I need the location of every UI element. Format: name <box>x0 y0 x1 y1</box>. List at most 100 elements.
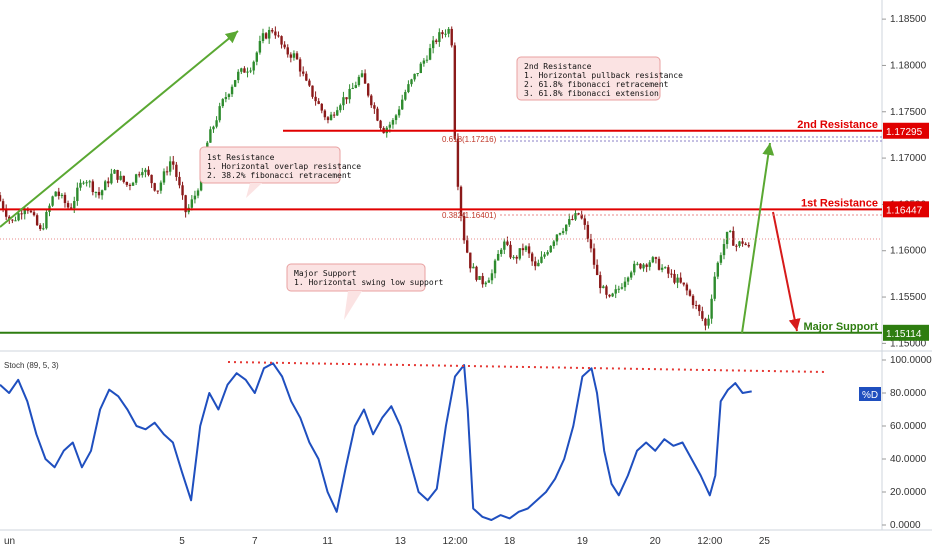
candle-body <box>620 287 624 289</box>
candle-body <box>212 126 215 130</box>
candle-body <box>691 295 695 306</box>
candle-body <box>339 105 342 111</box>
candle-body <box>305 73 308 81</box>
candle-body <box>302 71 305 74</box>
level-price-badge <box>883 324 929 341</box>
price-tick-label: 1.15500 <box>890 292 927 303</box>
candle-body <box>558 233 562 235</box>
candle-body <box>91 181 95 193</box>
candle-body <box>413 73 416 80</box>
candle-body <box>431 40 435 49</box>
candle-body <box>345 97 348 100</box>
stoch-tick-label: 60.0000 <box>890 421 927 432</box>
candle-body <box>156 190 159 192</box>
level-name: Major Support <box>803 321 878 333</box>
svg-text:2. 38.2% fibonacci retracement: 2. 38.2% fibonacci retracement <box>207 171 352 180</box>
candle-body <box>11 219 14 221</box>
candle-body <box>738 241 741 247</box>
candle-body <box>76 187 79 202</box>
candle-body <box>35 215 39 226</box>
candle-body <box>685 284 689 291</box>
candle-body <box>221 99 224 107</box>
candle-body <box>589 238 593 249</box>
candle-body <box>555 234 559 242</box>
candle-body <box>119 175 122 180</box>
candle-body <box>172 161 175 165</box>
levels-group: 2nd Resistance 1.17295 1st Resistance 1.164… <box>0 119 929 341</box>
time-tick-label: 12:00 <box>697 536 722 547</box>
candle-body <box>524 246 528 251</box>
stoch-series <box>0 362 752 521</box>
candle-body <box>23 209 26 215</box>
candle-body <box>397 109 401 116</box>
stoch-title: Stoch (89, 5, 3) <box>4 361 59 370</box>
candle-body <box>744 243 747 246</box>
red-target-arrow <box>772 211 801 332</box>
candle-body <box>162 171 166 183</box>
candle-body <box>713 276 716 299</box>
candle-body <box>673 273 676 283</box>
candle-body <box>255 52 259 62</box>
candle-body <box>506 241 509 245</box>
candle-body <box>243 68 246 73</box>
price-tick-label: 1.18000 <box>890 60 927 71</box>
candle-body <box>419 63 422 74</box>
candle-body <box>128 184 132 186</box>
candle-body <box>326 117 330 121</box>
candle-body <box>274 31 277 36</box>
candle-body <box>252 61 255 71</box>
candle-body <box>363 73 367 84</box>
candle-body <box>100 190 104 196</box>
candle-body <box>496 253 500 261</box>
candle-body <box>323 110 327 118</box>
candle-body <box>394 115 398 121</box>
candle-body <box>527 246 531 254</box>
stoch-dotted-line <box>227 361 827 373</box>
candle-body <box>131 182 135 186</box>
candle-body <box>583 218 586 225</box>
annotation-major-support: Major Support 1. Horizontal swing low su… <box>286 263 443 320</box>
candle-body <box>332 114 336 116</box>
candle-body <box>704 318 707 326</box>
svg-text:2. 61.8% fibonacci retracement: 2. 61.8% fibonacci retracement <box>524 80 669 89</box>
candle-body <box>654 257 658 259</box>
candle-body <box>599 275 602 289</box>
candle-body <box>670 273 673 275</box>
candle-body <box>14 220 17 222</box>
candle-body <box>79 182 82 188</box>
candle-body <box>103 181 107 191</box>
svg-text:1. Horizontal swing low suppor: 1. Horizontal swing low support <box>294 278 443 287</box>
candle-body <box>261 33 265 42</box>
price-tick-label: 1.17000 <box>890 153 927 164</box>
candle-body <box>577 213 580 215</box>
candle-body <box>565 224 568 232</box>
candle-body <box>42 228 45 230</box>
candle-body <box>521 248 525 251</box>
candle-body <box>329 114 333 121</box>
svg-text:Major Support: Major Support <box>294 269 357 278</box>
candle-body <box>292 53 296 58</box>
candle-body <box>320 103 323 111</box>
candle-body <box>537 262 540 267</box>
candle-body <box>679 277 682 283</box>
level-name: 1st Resistance <box>801 197 878 209</box>
candle-body <box>178 176 181 186</box>
candle-body <box>447 28 450 34</box>
candle-body <box>60 194 64 196</box>
price-tick-label: 1.18500 <box>890 14 927 25</box>
candle-body <box>401 99 404 110</box>
candle-body <box>184 195 187 213</box>
candle-body <box>354 85 358 88</box>
candle-body <box>602 286 605 289</box>
candle-body <box>425 59 429 61</box>
candle-body <box>543 254 546 257</box>
fib-618-label: 0.618(1.17216) <box>442 135 497 144</box>
candle-body <box>227 94 231 98</box>
candle-body <box>283 44 286 48</box>
candle-body <box>63 194 67 204</box>
candle-body <box>249 70 252 72</box>
candle-body <box>286 47 289 55</box>
candle-body <box>509 244 512 258</box>
candle-body <box>459 186 463 217</box>
